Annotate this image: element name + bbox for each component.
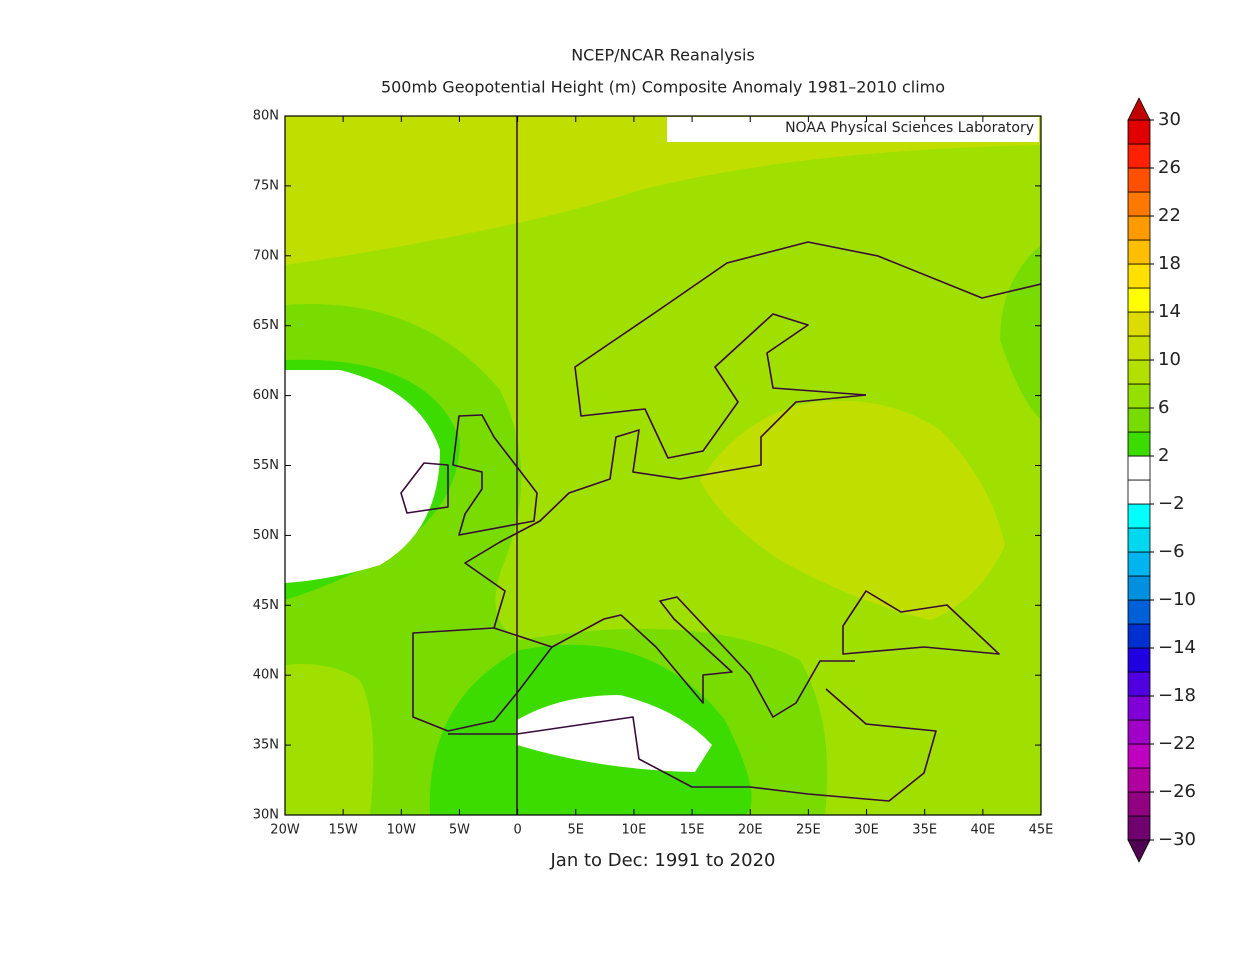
colorbar-label: −30 (1158, 829, 1196, 850)
coastline (551, 596, 855, 718)
colorbar-label: −22 (1158, 733, 1196, 754)
x-tick-label: 40E (970, 823, 995, 838)
map-field (285, 116, 1041, 815)
colorbar-box (1127, 383, 1151, 409)
colorbar-box (1127, 215, 1151, 241)
coastline (574, 241, 1041, 459)
coastline (452, 414, 538, 536)
field-high (700, 400, 1005, 620)
colorbar-box (1127, 167, 1151, 193)
colorbar-box (1127, 359, 1151, 385)
colorbar-box (1127, 599, 1151, 625)
y-tick-label: 40N (253, 668, 279, 683)
colorbar-box (1127, 455, 1151, 481)
colorbar-box (1127, 191, 1151, 217)
x-tick-label: 25E (796, 823, 821, 838)
colorbar-box (1127, 119, 1151, 145)
colorbar-under (1127, 839, 1151, 863)
y-tick-label: 80N (253, 109, 279, 124)
x-tick-label: 35E (912, 823, 937, 838)
y-tick-label: 70N (253, 248, 279, 263)
colorbar-box (1127, 407, 1151, 433)
colorbar-box (1127, 671, 1151, 697)
coastline (842, 590, 1000, 655)
colorbar-box (1127, 335, 1151, 361)
colorbar-label: −14 (1158, 637, 1196, 658)
y-tick-label: 45N (253, 598, 279, 613)
x-tick-label: 5E (568, 823, 585, 838)
colorbar-label: 26 (1158, 157, 1181, 178)
colorbar-label: 30 (1158, 109, 1181, 130)
y-tick-label: 75N (253, 178, 279, 193)
colorbar-box (1127, 551, 1151, 577)
field-neutral (517, 695, 712, 772)
coastline (400, 462, 449, 514)
colorbar-box (1127, 527, 1151, 553)
x-tick-label: 15W (328, 823, 358, 838)
field-neutral (285, 370, 440, 583)
colorbar-label: 14 (1158, 301, 1181, 322)
colorbar-box (1127, 143, 1151, 169)
y-tick-label: 50N (253, 528, 279, 543)
y-tick-label: 55N (253, 458, 279, 473)
colorbar-label: 2 (1158, 445, 1169, 466)
x-tick-label: 5W (449, 823, 470, 838)
colorbar-box (1127, 263, 1151, 289)
x-tick-label: 20W (270, 823, 300, 838)
colorbar-box (1127, 479, 1151, 505)
colorbar-label: −18 (1158, 685, 1196, 706)
colorbar-box (1127, 695, 1151, 721)
x-tick-label: 10E (622, 823, 647, 838)
x-tick-label: 0 (513, 823, 521, 838)
colorbar-box (1127, 287, 1151, 313)
x-tick-label: 45E (1029, 823, 1054, 838)
x-tick-label: 10W (387, 823, 417, 838)
coastline (412, 394, 867, 732)
colorbar-label: −2 (1158, 493, 1185, 514)
colorbar-box (1127, 743, 1151, 769)
colorbar-label: 18 (1158, 253, 1181, 274)
colorbar-label: −6 (1158, 541, 1185, 562)
field-high (285, 116, 1041, 265)
colorbar-box (1127, 791, 1151, 817)
colorbar-over (1127, 97, 1151, 121)
colorbar-label: 10 (1158, 349, 1181, 370)
chart-title: NCEP/NCAR Reanalysis (571, 46, 755, 65)
colorbar-box (1127, 575, 1151, 601)
colorbar-box (1127, 311, 1151, 337)
colorbar-box (1127, 431, 1151, 457)
credit: NOAA Physical Sciences Laboratory (785, 120, 1034, 136)
colorbar-label: −26 (1158, 781, 1196, 802)
colorbar-label: 6 (1158, 397, 1169, 418)
y-tick-label: 65N (253, 318, 279, 333)
credit-box (667, 117, 1039, 142)
x-tick-label: 20E (738, 823, 763, 838)
colorbar-box (1127, 503, 1151, 529)
colorbar-label: 22 (1158, 205, 1181, 226)
coastline (448, 688, 937, 802)
y-tick-label: 30N (253, 808, 279, 823)
y-tick-label: 35N (253, 738, 279, 753)
x-axis-label: Jan to Dec: 1991 to 2020 (549, 850, 775, 871)
colorbar-box (1127, 767, 1151, 793)
colorbar-box (1127, 623, 1151, 649)
y-tick-label: 60N (253, 388, 279, 403)
field-mid (1000, 245, 1041, 420)
x-tick-label: 15E (680, 823, 705, 838)
colorbar-label: −10 (1158, 589, 1196, 610)
x-tick-label: 30E (854, 823, 879, 838)
colorbar-box (1127, 239, 1151, 265)
colorbar-box (1127, 719, 1151, 745)
coastlines (400, 241, 1041, 802)
colorbar-box (1127, 815, 1151, 841)
colorbar-box (1127, 647, 1151, 673)
chart-subtitle: 500mb Geopotential Height (m) Composite … (381, 78, 945, 97)
